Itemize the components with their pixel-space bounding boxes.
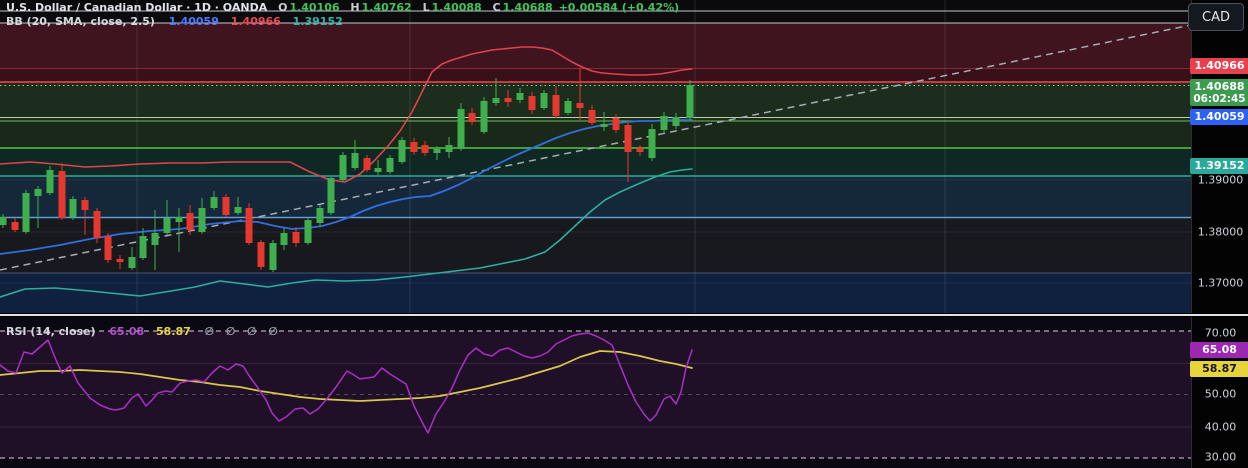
rsi-label[interactable]: RSI (14, close) — [6, 325, 96, 338]
last-price-chip-countdown: 06:02:45 — [1193, 92, 1246, 105]
pane-separator[interactable] — [0, 313, 1248, 317]
symbol-title[interactable]: U.S. Dollar / Canadian Dollar · 1D · OAN… — [6, 1, 268, 14]
bb-basis-chip-value: 1.40059 — [1194, 110, 1245, 123]
currency-toggle-button[interactable]: CAD — [1188, 3, 1244, 31]
bb-lower-value: 1.39152 — [292, 15, 343, 28]
price-tick-1.39000: 1.39000 — [1197, 173, 1244, 187]
change-value: +0.00584 (+0.42%) — [558, 1, 680, 14]
open-value: 1.40106 — [289, 1, 340, 14]
last-price-chip: 1.40688 06:02:45 — [1190, 79, 1248, 106]
bb-lower-chip-value: 1.39152 — [1194, 159, 1245, 172]
rsi-zone-bands — [0, 316, 1191, 468]
rsi-indicator-header[interactable]: RSI (14, close) 65.08 58.87 ∅ ∅ ∅ ∅ — [6, 325, 284, 338]
pane-separator-line — [0, 314, 1248, 316]
low-key: L — [422, 1, 430, 14]
price-tick-1.38000: 1.38000 — [1197, 225, 1244, 239]
rsi-value: 65.08 — [109, 325, 145, 338]
rsi-value-chip-value: 65.08 — [1202, 343, 1237, 356]
rsi-ma-chip: 58.87 — [1190, 361, 1248, 377]
rsi-value-chip: 65.08 — [1190, 342, 1248, 358]
bb-lower-chip: 1.39152 — [1190, 158, 1248, 174]
rsi-empty-values: ∅ ∅ ∅ ∅ — [204, 325, 282, 338]
price-zone-bands — [0, 23, 1191, 313]
rsi-ma-line — [0, 350, 693, 402]
rsi-tick-30.00: 30.00 — [1204, 450, 1237, 464]
high-key: H — [350, 1, 360, 14]
rsi-ma-value: 58.87 — [156, 325, 191, 338]
bb-label[interactable]: BB (20, SMA, close, 2.5) — [6, 15, 155, 28]
dashed-trendline — [0, 24, 1192, 271]
bb-basis-chip: 1.40059 — [1190, 109, 1248, 125]
last-price-chip-value: 1.40688 — [1194, 79, 1245, 93]
price-axis[interactable]: 1.39000 1.38000 1.37000 70.00 50.00 40.00 30.0… — [1190, 0, 1248, 468]
rsi-ma-chip-value: 58.87 — [1202, 362, 1237, 375]
open-key: O — [278, 1, 288, 14]
bb-indicator-header[interactable]: BB (20, SMA, close, 2.5) 1.40059 1.40966… — [6, 15, 345, 28]
close-value: 1.40688 — [502, 1, 553, 14]
high-value: 1.40762 — [361, 1, 412, 14]
symbol-header[interactable]: U.S. Dollar / Canadian Dollar · 1D · OAN… — [6, 1, 681, 14]
low-value: 1.40088 — [431, 1, 482, 14]
candlesticks — [0, 68, 694, 272]
rsi-tick-50.00: 50.00 — [1204, 387, 1237, 401]
bb-upper-chip-value: 1.40966 — [1194, 59, 1245, 72]
price-zone-lines — [0, 10, 1191, 274]
bb-basis-value: 1.40059 — [168, 15, 219, 28]
rsi-line — [0, 332, 693, 434]
rsi-level-lines — [0, 330, 1191, 459]
close-key: C — [492, 1, 501, 14]
rsi-tick-40.00: 40.00 — [1204, 420, 1237, 434]
rsi-tick-70.00: 70.00 — [1204, 326, 1237, 340]
bb-upper-value: 1.40966 — [230, 15, 281, 28]
bb-upper-chip: 1.40966 — [1190, 58, 1248, 74]
price-tick-1.37000: 1.37000 — [1197, 276, 1244, 290]
